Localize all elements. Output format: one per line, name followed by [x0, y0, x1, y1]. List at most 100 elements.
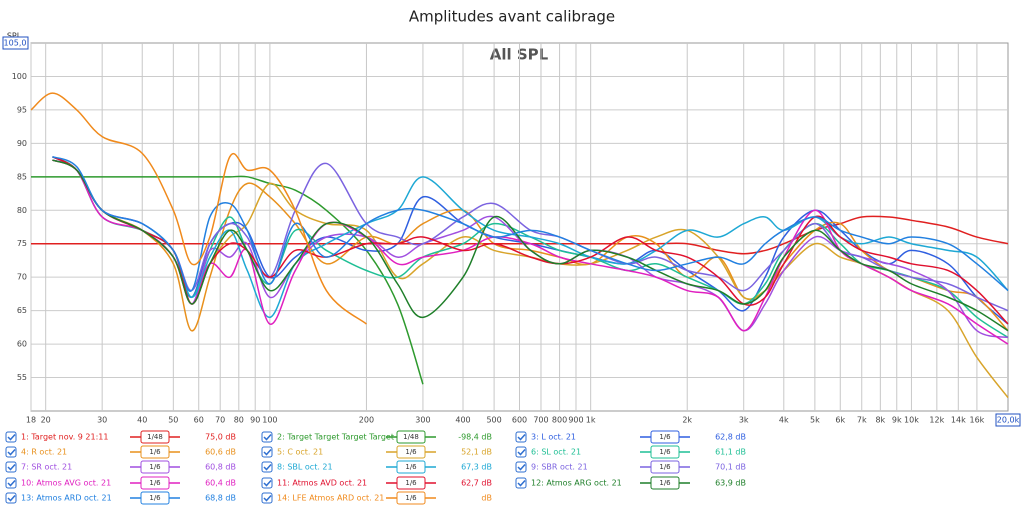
legend-checkbox[interactable]	[5, 492, 17, 504]
smoothing-box	[396, 430, 426, 444]
smoothing-box	[650, 430, 680, 444]
legend-entry[interactable]: 6: SL oct. 21 1/6 61,1 dB	[515, 445, 746, 459]
x-tick-label: 700	[533, 416, 548, 425]
x-tick-label: 60	[194, 416, 204, 425]
legend-label: 6: SL oct. 21	[531, 448, 581, 457]
legend-checkbox[interactable]	[5, 431, 17, 443]
legend-label: 13: Atmos ARD oct. 21	[21, 494, 112, 503]
legend-label: 4: R oct. 21	[21, 448, 67, 457]
legend-entry[interactable]: 13: Atmos ARD oct. 21 1/6 68,8 dB	[5, 491, 236, 505]
legend-checkbox[interactable]	[5, 461, 17, 473]
legend-checkbox[interactable]	[261, 477, 273, 489]
legend-checkbox[interactable]	[5, 477, 17, 489]
checkmark	[517, 448, 526, 456]
smoothing-box	[140, 430, 170, 444]
legend-checkbox[interactable]	[515, 431, 527, 443]
checkmark	[7, 463, 16, 471]
x-tick-label: 800	[552, 416, 567, 425]
series-line	[30, 92, 367, 325]
legend-label: 11: Atmos AVD oct. 21	[277, 479, 367, 488]
checkmark	[7, 448, 16, 456]
x-tick-label: 2k	[682, 416, 692, 425]
x-tick-label: 6k	[835, 416, 845, 425]
legend-level: 60,8 dB	[205, 463, 236, 472]
x-tick-label: 90	[250, 416, 260, 425]
y-axis-label: SPL	[7, 32, 22, 41]
legend-checkbox[interactable]	[515, 477, 527, 489]
x-tick-label: 500	[486, 416, 501, 425]
series-line	[30, 175, 424, 385]
x-tick-label: 20	[41, 416, 51, 425]
checkmark	[263, 463, 272, 471]
legend-entry[interactable]: 10: Atmos AVG oct. 21 1/6 60,4 dB	[5, 476, 236, 490]
smoothing-box	[396, 491, 426, 505]
smoothing-box	[396, 445, 426, 459]
y-tick-label: 100	[12, 72, 27, 81]
legend-entry[interactable]: 3: L oct. 21 1/6 62,8 dB	[515, 430, 746, 444]
legend-entry[interactable]: 8: SBL oct. 21 1/6 67,3 dB	[261, 460, 492, 474]
legend-checkbox[interactable]	[261, 492, 273, 504]
x-tick-label: 70	[215, 416, 225, 425]
x-tick-label: 600	[512, 416, 527, 425]
legend-checkbox[interactable]	[5, 446, 17, 458]
legend-level: 70,1 dB	[715, 463, 746, 472]
checkmark	[7, 479, 16, 487]
smoothing-label: 1/6	[405, 494, 417, 502]
smoothing-box	[140, 476, 170, 490]
legend-level: 68,8 dB	[205, 494, 236, 503]
x-tick-label: 900	[568, 416, 583, 425]
legend-entry[interactable]: 9: SBR oct. 21 1/6 70,1 dB	[515, 460, 746, 474]
legend-level: 52,1 dB	[461, 448, 492, 457]
legend-level: 62,7 dB	[461, 479, 492, 488]
legend-checkbox[interactable]	[261, 461, 273, 473]
smoothing-box	[650, 476, 680, 490]
x-tick-label: 400	[455, 416, 470, 425]
legend-label: 5: C oct. 21	[277, 448, 323, 457]
y-tick-label: 65	[17, 306, 27, 315]
legend-entry[interactable]: 2: Target Target Target Target 1 1/48 -98,…	[261, 430, 492, 444]
legend-label: 12: Atmos ARG oct. 21	[531, 479, 622, 488]
y-tick-label: 90	[17, 139, 27, 148]
legend-entry[interactable]: 7: SR oct. 21 1/6 60,8 dB	[5, 460, 236, 474]
smoothing-label: 1/6	[659, 433, 671, 441]
x-tick-label: 4k	[779, 416, 789, 425]
series-line	[52, 156, 1009, 319]
x-tick-label: 30	[97, 416, 107, 425]
legend-checkbox[interactable]	[515, 461, 527, 473]
x-tick-label: 3k	[739, 416, 749, 425]
smoothing-label: 1/6	[149, 494, 161, 502]
checkmark	[263, 448, 272, 456]
smoothing-label: 1/6	[659, 479, 671, 487]
x-tick-label: 200	[359, 416, 374, 425]
smoothing-box	[650, 460, 680, 474]
x-limit-box	[995, 413, 1021, 427]
legend-label: 14: LFE Atmos ARD oct. 21	[277, 494, 384, 503]
legend-level: 61,1 dB	[715, 448, 746, 457]
legend-checkbox[interactable]	[261, 446, 273, 458]
checkmark	[517, 463, 526, 471]
legend-entry[interactable]: 14: LFE Atmos ARD oct. 21 1/6 dB	[261, 491, 492, 505]
legend-label: 3: L oct. 21	[531, 433, 576, 442]
x-tick-label: 8k	[875, 416, 885, 425]
x-tick-label: 100	[262, 416, 277, 425]
legend-label: 9: SBR oct. 21	[531, 463, 588, 472]
legend-level: 63,9 dB	[715, 479, 746, 488]
smoothing-label: 1/6	[149, 463, 161, 471]
smoothing-label: 1/6	[659, 463, 671, 471]
series-line	[52, 159, 1009, 332]
smoothing-label: 1/6	[149, 448, 161, 456]
checkmark	[517, 479, 526, 487]
legend-level: dB	[481, 494, 492, 503]
legend-entry[interactable]: 11: Atmos AVD oct. 21 1/6 62,7 dB	[261, 476, 492, 490]
legend-entry[interactable]: 5: C oct. 21 1/6 52,1 dB	[261, 445, 492, 459]
legend-checkbox[interactable]	[515, 446, 527, 458]
x-tick-label: 80	[234, 416, 244, 425]
y-tick-label: 75	[17, 239, 27, 248]
legend-entry[interactable]: 12: Atmos ARG oct. 21 1/6 63,9 dB	[515, 476, 746, 490]
legend-label: 7: SR oct. 21	[21, 463, 72, 472]
x-tick-label: 16k	[970, 416, 985, 425]
legend-checkbox[interactable]	[261, 431, 273, 443]
legend-entry[interactable]: 4: R oct. 21 1/6 60,6 dB	[5, 445, 236, 459]
legend-entry[interactable]: 1: Target nov. 9 21:11 1/48 75,0 dB	[5, 430, 236, 444]
x-tick-label: 1k	[586, 416, 596, 425]
